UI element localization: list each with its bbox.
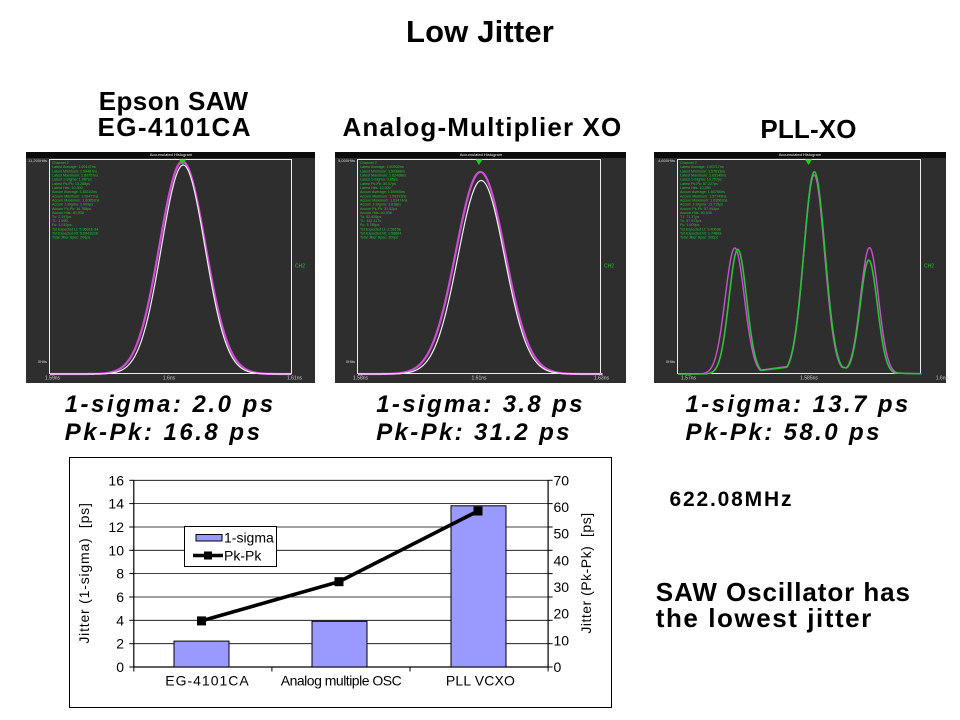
svg-text:4: 4 <box>116 612 124 628</box>
svg-text:20: 20 <box>554 606 570 622</box>
svg-text:10: 10 <box>554 632 570 648</box>
svg-text:50: 50 <box>554 526 570 542</box>
svg-text:10: 10 <box>108 542 124 558</box>
svg-text:70: 70 <box>554 472 570 488</box>
svg-text:8: 8 <box>116 566 124 582</box>
svg-text:Analog multiple OSC: Analog multiple OSC <box>281 673 402 689</box>
svg-text:1-sigma: 1-sigma <box>224 530 274 546</box>
svg-text:40: 40 <box>554 552 570 568</box>
svg-text:0: 0 <box>116 659 124 675</box>
svg-text:Jitter (Pk-Pk) [ps]: Jitter (Pk-Pk) [ps] <box>578 512 594 633</box>
svg-text:14: 14 <box>108 496 124 512</box>
svg-text:16: 16 <box>108 472 124 488</box>
svg-text:PLL VCXO: PLL VCXO <box>446 673 515 689</box>
svg-text:2: 2 <box>116 636 124 652</box>
svg-text:60: 60 <box>554 499 570 515</box>
svg-text:EG-4101CA: EG-4101CA <box>165 673 249 689</box>
svg-text:Pk-Pk: Pk-Pk <box>224 548 262 564</box>
svg-text:Jitter (1-sigma) [ps]: Jitter (1-sigma) [ps] <box>76 502 92 643</box>
svg-text:30: 30 <box>554 579 570 595</box>
svg-text:0: 0 <box>554 659 562 675</box>
svg-text:12: 12 <box>108 519 124 535</box>
svg-text:6: 6 <box>116 589 124 605</box>
